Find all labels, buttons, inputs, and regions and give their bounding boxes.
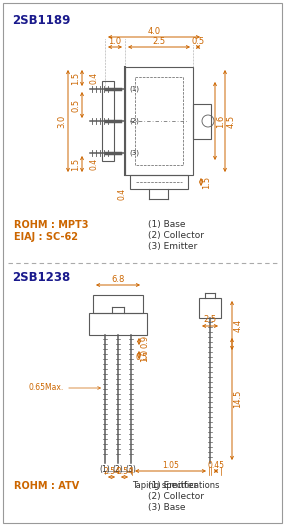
Text: 2SB1189: 2SB1189 [12,14,70,27]
Text: 0.45: 0.45 [207,460,225,470]
Text: 6.8: 6.8 [111,275,125,284]
Text: 4.5: 4.5 [227,115,235,128]
Text: (3): (3) [126,465,137,474]
Text: (1) Base: (1) Base [148,220,186,229]
Bar [193,104,211,138]
Text: 0.5: 0.5 [135,352,147,361]
Text: 2.54: 2.54 [103,467,120,476]
Text: 1.6: 1.6 [217,114,225,128]
Bar [130,175,188,189]
Text: 2.5: 2.5 [152,36,166,46]
Text: ROHM : ATV: ROHM : ATV [14,481,79,491]
Bar [125,67,193,175]
Text: Taping specifications: Taping specifications [133,481,220,490]
Text: 0.9: 0.9 [141,335,150,348]
Text: ROHM : MPT3: ROHM : MPT3 [14,220,89,230]
Text: 1.5: 1.5 [72,72,80,85]
Text: (3): (3) [129,150,139,156]
Bar [102,81,114,161]
Bar [199,298,221,318]
Text: 0.65Max.: 0.65Max. [29,383,64,392]
Text: 2.54: 2.54 [116,467,133,476]
Bar [93,295,143,313]
Text: 0.5: 0.5 [72,98,80,112]
Text: (3) Emitter: (3) Emitter [148,242,197,251]
Text: 14.5: 14.5 [233,390,243,408]
Text: (1): (1) [100,465,110,474]
Text: (1): (1) [129,86,139,92]
Text: (3) Base: (3) Base [148,503,186,512]
Text: 3.0: 3.0 [58,114,66,128]
Text: (2) Collector: (2) Collector [148,231,204,240]
Text: 1.05: 1.05 [162,460,179,470]
Bar [89,313,147,335]
Text: (1) Emitter: (1) Emitter [148,481,197,490]
Text: (2) Collector: (2) Collector [148,492,204,501]
Text: 1.5: 1.5 [203,176,211,188]
Text: 0.4: 0.4 [89,158,99,170]
Text: 1.0: 1.0 [108,36,122,46]
Text: 0.5: 0.5 [192,36,205,46]
Text: 2.5: 2.5 [203,316,217,325]
Text: 2SB1238: 2SB1238 [12,271,70,284]
Text: 4.4: 4.4 [233,319,243,332]
Text: 1.0: 1.0 [141,348,150,361]
Text: 0.4: 0.4 [89,72,99,84]
Text: (2): (2) [113,465,123,474]
Text: 4.0: 4.0 [147,26,160,35]
Bar [135,77,183,165]
Text: (2): (2) [129,118,139,124]
Text: 0.4: 0.4 [117,188,127,200]
Text: 1.5: 1.5 [72,157,80,170]
Text: EIAJ : SC-62: EIAJ : SC-62 [14,232,78,242]
